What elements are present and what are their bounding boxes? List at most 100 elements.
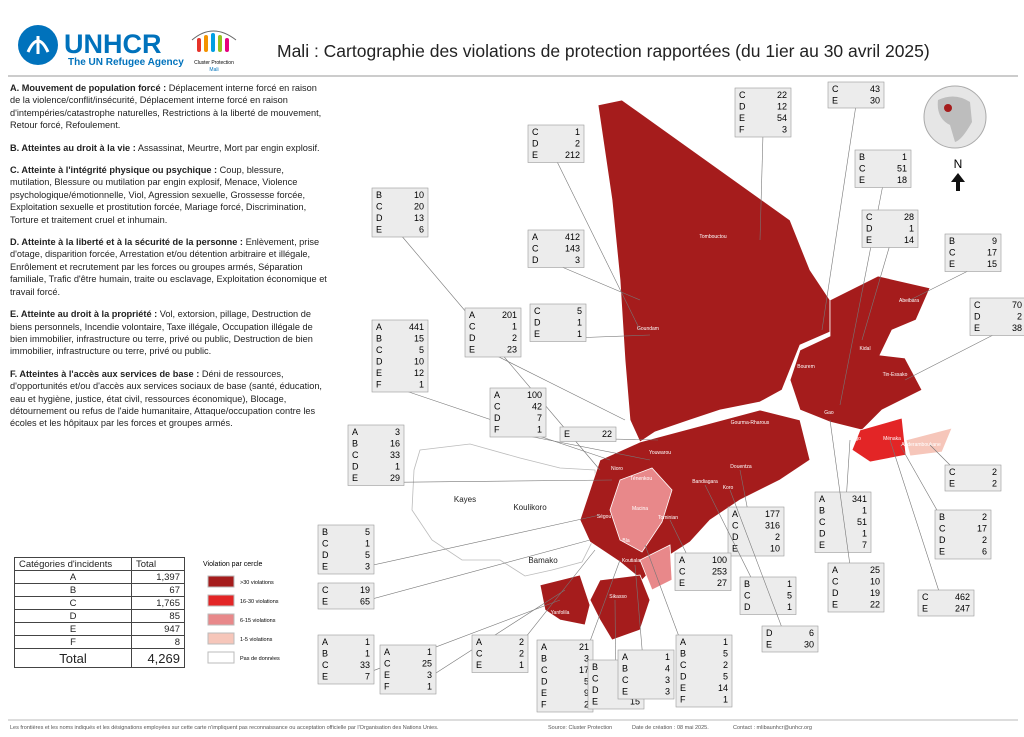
callout-value: 5 — [584, 677, 589, 687]
callout-box — [536, 639, 594, 713]
callout-box — [617, 649, 675, 700]
callout-category: C — [592, 674, 599, 684]
callout-category: C — [384, 659, 391, 669]
region-mid — [851, 417, 907, 463]
callout-category: A — [469, 310, 475, 320]
callout-category: E — [939, 547, 945, 557]
callout-category: E — [622, 687, 628, 697]
table-header-cell: Total — [131, 557, 185, 571]
callout-value: 14 — [718, 683, 728, 693]
callout-category: C — [922, 592, 929, 602]
callout-box — [317, 524, 375, 575]
callout-value: 14 — [904, 235, 914, 245]
legend-swatch — [207, 575, 235, 588]
callout-value: 18 — [897, 175, 907, 185]
category-heading: D. Atteinte à la liberté et à la sécurit… — [10, 237, 243, 248]
category-text: Déni de ressources, d'opportunités et/ou… — [10, 368, 322, 429]
footer-date: Date de création : 08 mai 2025. — [632, 725, 709, 731]
legend-title: Violation par cercle — [203, 561, 263, 568]
leader-line — [909, 268, 974, 301]
callout-value: 201 — [502, 310, 517, 320]
callout-category: F — [541, 700, 547, 710]
category-heading: F. Atteintes à l'accès aux services de b… — [10, 368, 200, 379]
callout-category: E — [974, 323, 980, 333]
callout: A 3 B 16 C 33 D 1 E 29 — [347, 424, 613, 486]
callout-value: 12 — [414, 368, 424, 378]
callout-category: A — [322, 637, 328, 647]
callout-value: 462 — [955, 592, 970, 602]
callout-value: 10 — [414, 357, 424, 367]
callout-value: 3 — [395, 427, 400, 437]
table-row: Total 4,269 — [14, 648, 185, 668]
table-header-cell: Catégories d'incidents — [14, 557, 132, 571]
callout-category: C — [534, 306, 541, 316]
callout-category: D — [592, 685, 599, 695]
footer-source: Source: Cluster Protection — [548, 725, 612, 731]
callout: A 1 C 25 E 3 F 1 — [379, 589, 566, 695]
callout: C 1 D 2 E 212 — [527, 124, 641, 331]
callout-category: C — [532, 127, 539, 137]
callout-category: D — [819, 529, 826, 539]
callout-category: C — [744, 591, 751, 601]
callout-value: 3 — [584, 654, 589, 664]
callout-category: E — [592, 697, 598, 707]
callout-value: 22 — [777, 90, 787, 100]
callout-value: 43 — [870, 84, 880, 94]
callout-value: 2 — [982, 535, 987, 545]
category-heading: A. Mouvement de population forcé : — [10, 83, 167, 93]
callout-value: 29 — [390, 473, 400, 483]
callout-category: A — [376, 322, 382, 332]
callout-category: D — [541, 677, 548, 687]
callout-value: 3 — [575, 255, 580, 265]
place-label: Abeibara — [899, 298, 919, 304]
callout-box — [675, 634, 733, 708]
callout-category: E — [832, 600, 838, 610]
callout: C 70 D 2 E 38 — [904, 297, 1024, 381]
callout-box — [317, 582, 375, 610]
callout-value: 1 — [427, 647, 432, 657]
region-low — [905, 427, 953, 457]
callout-category: C — [832, 577, 839, 587]
callout-category: C — [541, 665, 548, 675]
category-text: Vol, extorsion, pillage, Destruction de … — [10, 309, 313, 357]
callout-category: D — [739, 102, 746, 112]
callout-box — [471, 634, 529, 673]
leader-line — [555, 264, 641, 301]
callout-value: 316 — [765, 521, 780, 531]
region-high — [589, 574, 651, 641]
callout-value: 2 — [1017, 312, 1022, 322]
category-text: Enlèvement, prise d'otage, disparition f… — [10, 237, 327, 297]
callout-value: 19 — [360, 585, 370, 595]
callout: A 100 C 42 D 7 F 1 — [489, 387, 651, 461]
callout-category: C — [819, 517, 826, 527]
callout-box — [944, 464, 1002, 492]
callout-category: B — [622, 664, 628, 674]
place-label: Goundam — [637, 326, 659, 332]
callout: A 201 C 1 D 2 E 23 — [464, 307, 626, 421]
place-label: Yanfolila — [551, 610, 570, 616]
callout-value: 3 — [665, 687, 670, 697]
callout: A 1 B 1 C 33 E 7 — [317, 599, 561, 685]
leader-line — [345, 539, 591, 607]
callout-value: 38 — [1012, 323, 1022, 333]
callout-value: 100 — [527, 390, 542, 400]
callout-value: 42 — [532, 402, 542, 412]
category-item: A. Mouvement de population forcé : Dépla… — [10, 82, 328, 132]
compass-label: N — [954, 157, 963, 171]
callout-category: B — [352, 439, 358, 449]
callout-category: F — [376, 380, 382, 390]
legend-swatch — [207, 594, 235, 607]
callout-value: 1 — [519, 660, 524, 670]
callout-category: E — [859, 175, 865, 185]
callout-value: 7 — [862, 540, 867, 550]
table-row: C 1,765 — [14, 596, 185, 610]
callout-category: C — [949, 248, 956, 258]
map-title: Mali : Cartographie des violations de pr… — [277, 41, 930, 61]
place-label: Douentza — [730, 464, 752, 470]
callout-box — [371, 319, 429, 393]
category-item: C. Atteinte à l'intégrité physique ou ps… — [10, 164, 328, 226]
callout-category: D — [974, 312, 981, 322]
place-label: Gao — [824, 410, 834, 416]
